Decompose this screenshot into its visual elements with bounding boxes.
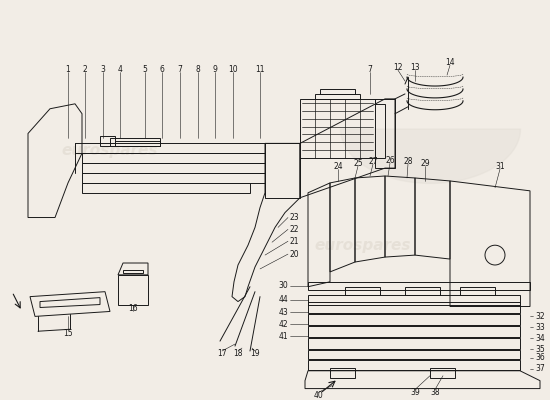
Text: 20: 20 bbox=[290, 250, 300, 259]
Text: 33: 33 bbox=[535, 323, 544, 332]
Text: 9: 9 bbox=[212, 65, 217, 74]
Text: 34: 34 bbox=[535, 334, 544, 343]
Text: 36: 36 bbox=[535, 354, 544, 362]
Text: 28: 28 bbox=[403, 157, 412, 166]
Text: 42: 42 bbox=[278, 320, 288, 329]
Text: 7: 7 bbox=[178, 65, 183, 74]
Text: 26: 26 bbox=[385, 156, 395, 165]
Text: 44: 44 bbox=[278, 295, 288, 304]
Text: 18: 18 bbox=[233, 350, 243, 358]
Text: 14: 14 bbox=[445, 58, 455, 67]
Text: eurospares: eurospares bbox=[62, 143, 158, 158]
Text: 23: 23 bbox=[290, 213, 300, 222]
Text: 38: 38 bbox=[430, 388, 440, 397]
Text: 29: 29 bbox=[420, 159, 430, 168]
Text: 15: 15 bbox=[63, 329, 73, 338]
Text: 25: 25 bbox=[353, 159, 363, 168]
Text: 2: 2 bbox=[82, 65, 87, 74]
Text: eurospares: eurospares bbox=[315, 238, 411, 253]
Text: 24: 24 bbox=[333, 162, 343, 171]
Text: 10: 10 bbox=[228, 65, 238, 74]
Text: 3: 3 bbox=[101, 65, 106, 74]
Text: 21: 21 bbox=[290, 237, 300, 246]
Text: 4: 4 bbox=[118, 65, 123, 74]
Text: 40: 40 bbox=[313, 391, 323, 400]
Text: 32: 32 bbox=[535, 312, 544, 321]
Text: 16: 16 bbox=[128, 304, 138, 313]
Text: 6: 6 bbox=[160, 65, 164, 74]
Text: 19: 19 bbox=[250, 350, 260, 358]
Text: 7: 7 bbox=[367, 65, 372, 74]
Text: 12: 12 bbox=[393, 63, 403, 72]
Text: 41: 41 bbox=[278, 332, 288, 341]
Text: 17: 17 bbox=[217, 350, 227, 358]
Text: 27: 27 bbox=[368, 157, 378, 166]
Text: 31: 31 bbox=[495, 162, 505, 171]
Text: 22: 22 bbox=[290, 225, 300, 234]
Text: 8: 8 bbox=[196, 65, 200, 74]
Text: 35: 35 bbox=[535, 344, 544, 354]
Text: 11: 11 bbox=[255, 65, 265, 74]
Text: 13: 13 bbox=[410, 63, 420, 72]
Text: 5: 5 bbox=[142, 65, 147, 74]
Text: 39: 39 bbox=[410, 388, 420, 397]
Text: 43: 43 bbox=[278, 308, 288, 317]
Text: 30: 30 bbox=[278, 281, 288, 290]
Text: 1: 1 bbox=[65, 65, 70, 74]
Text: 37: 37 bbox=[535, 364, 544, 373]
